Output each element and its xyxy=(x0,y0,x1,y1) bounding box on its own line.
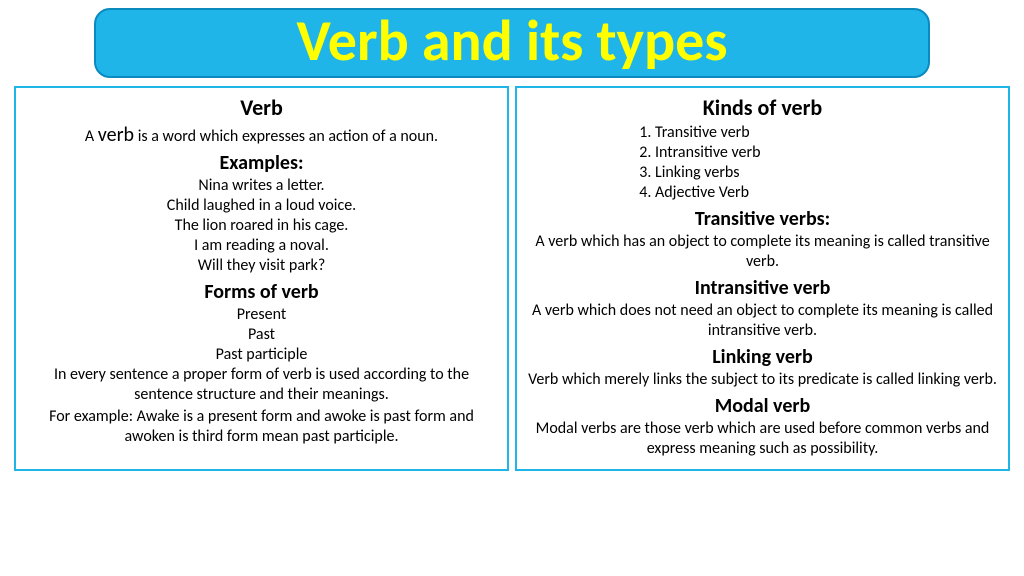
page-title: Verb and its types xyxy=(96,12,928,70)
example-item: Will they visit park? xyxy=(26,256,497,276)
kind-item: Intransitive verb xyxy=(655,143,998,163)
example-item: The lion roared in his cage. xyxy=(26,216,497,236)
examples-list: Nina writes a letter. Child laughed in a… xyxy=(26,176,497,276)
section-text: A verb which has an object to complete i… xyxy=(527,232,998,272)
forms-note: In every sentence a proper form of verb … xyxy=(26,365,497,405)
kind-item: Adjective Verb xyxy=(655,183,998,203)
kind-item: Linking verbs xyxy=(655,163,998,183)
left-panel: Verb A verb is a word which expresses an… xyxy=(14,86,509,471)
section-text: Verb which merely links the subject to i… xyxy=(527,370,998,390)
section-text: A verb which does not need an object to … xyxy=(527,301,998,341)
example-item: I am reading a noval. xyxy=(26,236,497,256)
title-banner: Verb and its types xyxy=(94,8,930,78)
forms-list: Present Past Past participle xyxy=(26,305,497,365)
right-panel: Kinds of verb Transitive verb Intransiti… xyxy=(515,86,1010,471)
section-title: Transitive verbs: xyxy=(527,207,998,231)
kind-item: Transitive verb xyxy=(655,123,998,143)
def-keyword: verb xyxy=(98,123,134,147)
verb-definition: A verb is a word which expresses an acti… xyxy=(26,123,497,147)
examples-heading: Examples: xyxy=(26,151,497,175)
kinds-list: Transitive verb Intransitive verb Linkin… xyxy=(637,123,998,203)
form-item: Present xyxy=(26,305,497,325)
example-item: Child laughed in a loud voice. xyxy=(26,196,497,216)
def-prefix: A xyxy=(85,127,98,146)
def-suffix: is a word which expresses an action of a… xyxy=(134,127,438,146)
example-item: Nina writes a letter. xyxy=(26,176,497,196)
section-title: Linking verb xyxy=(527,345,998,369)
forms-heading: Forms of verb xyxy=(26,280,497,304)
section-title: Intransitive verb xyxy=(527,276,998,300)
kinds-heading: Kinds of verb xyxy=(527,94,998,121)
content-columns: Verb A verb is a word which expresses an… xyxy=(14,86,1010,471)
form-item: Past xyxy=(26,325,497,345)
forms-note: For example: Awake is a present form and… xyxy=(26,407,497,447)
section-title: Modal verb xyxy=(527,394,998,418)
form-item: Past participle xyxy=(26,345,497,365)
verb-heading: Verb xyxy=(26,94,497,121)
section-text: Modal verbs are those verb which are use… xyxy=(527,419,998,459)
